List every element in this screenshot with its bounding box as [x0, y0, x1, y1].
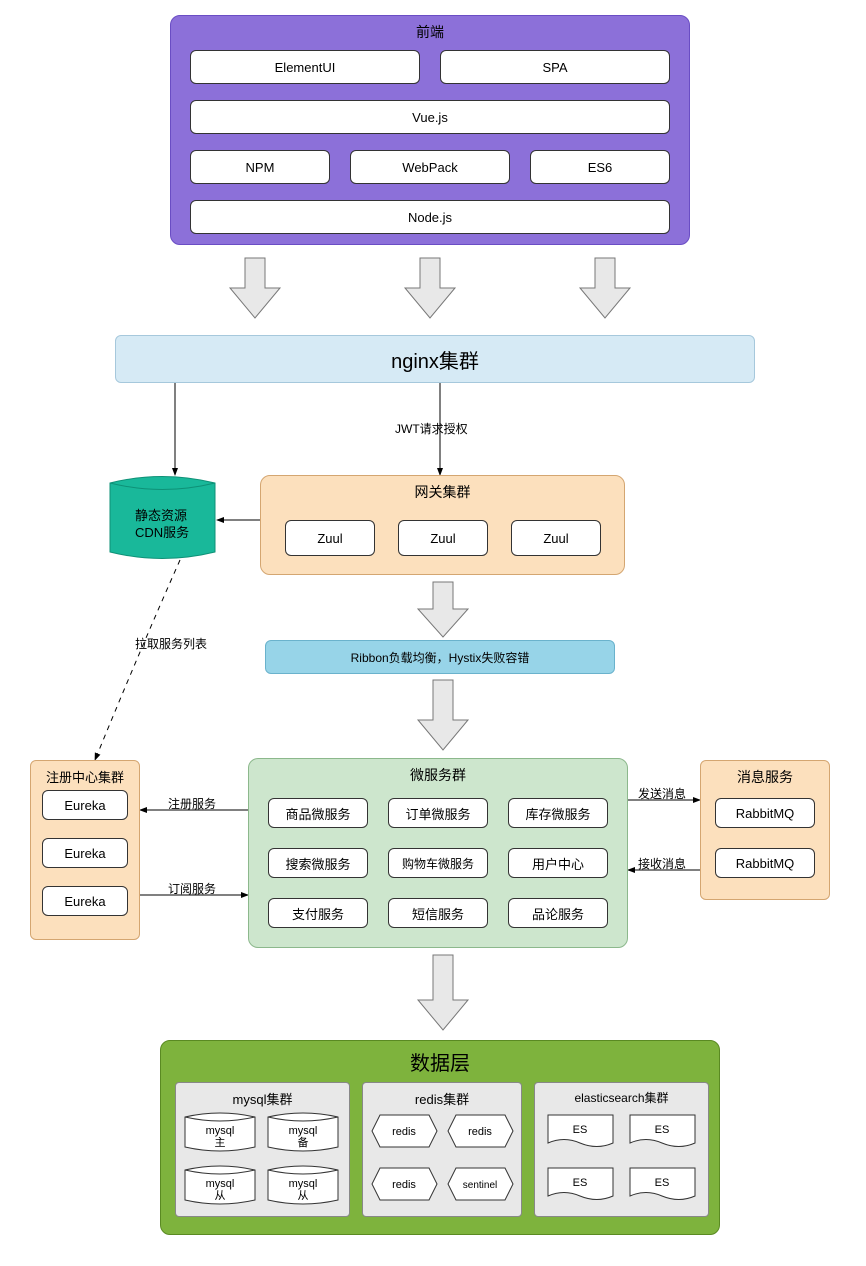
label-pull-service: 拉取服务列表 [135, 635, 207, 652]
registry-title: 注册中心集群 [31, 761, 139, 792]
ms-order: 订单微服务 [388, 798, 488, 828]
mysql-slave-2: mysql 从 [268, 1165, 338, 1205]
ms-cart: 购物车微服务 [388, 848, 488, 878]
svg-text:从: 从 [215, 1190, 226, 1202]
redis-2: redis [448, 1115, 513, 1147]
svg-text:redis: redis [468, 1126, 492, 1138]
svg-text:ES: ES [655, 1124, 670, 1136]
ms-search: 搜索微服务 [268, 848, 368, 878]
es-2: ES [630, 1115, 695, 1150]
svg-text:主: 主 [215, 1136, 226, 1149]
svg-text:mysql: mysql [206, 1178, 235, 1190]
svg-text:从: 从 [298, 1190, 309, 1202]
svg-text:mysql: mysql [289, 1125, 318, 1137]
ms-user: 用户中心 [508, 848, 608, 878]
es-3: ES [548, 1168, 613, 1203]
svg-text:mysql: mysql [206, 1125, 235, 1137]
mysql-master: mysql 主 [185, 1112, 255, 1152]
redis-1: redis [372, 1115, 437, 1147]
svg-text:ES: ES [573, 1124, 588, 1136]
arrow-micro-data [418, 955, 468, 1030]
arrow-ribbon-micro [418, 680, 468, 750]
es-title: elasticsearch集群 [535, 1083, 708, 1112]
data-layer-title: 数据层 [161, 1041, 719, 1082]
cdn-label2: CDN服务 [135, 522, 189, 541]
mysql-slave-1: mysql 从 [185, 1165, 255, 1205]
svg-text:ES: ES [573, 1177, 588, 1189]
zuul-1: Zuul [285, 520, 375, 556]
ms-product: 商品微服务 [268, 798, 368, 828]
mq-title: 消息服务 [701, 761, 829, 793]
ms-pay: 支付服务 [268, 898, 368, 928]
rabbitmq-1: RabbitMQ [715, 798, 815, 828]
label-recv-msg: 接收消息 [638, 855, 686, 872]
redis-title: redis集群 [363, 1083, 521, 1114]
es-1: ES [548, 1115, 613, 1150]
es-4: ES [630, 1168, 695, 1203]
rabbitmq-2: RabbitMQ [715, 848, 815, 878]
mq-cluster: 消息服务 [700, 760, 830, 900]
eureka-1: Eureka [42, 790, 128, 820]
ribbon-box: Ribbon负载均衡，Hystix失败容错 [265, 640, 615, 674]
ms-sms: 短信服务 [388, 898, 488, 928]
eureka-3: Eureka [42, 886, 128, 916]
ms-inventory: 库存微服务 [508, 798, 608, 828]
svg-text:备: 备 [298, 1135, 309, 1149]
label-register: 注册服务 [168, 795, 216, 812]
svg-text:ES: ES [655, 1177, 670, 1189]
eureka-2: Eureka [42, 838, 128, 868]
label-subscribe: 订阅服务 [168, 880, 216, 897]
microservices-title: 微服务群 [249, 759, 627, 791]
svg-text:redis: redis [392, 1126, 416, 1138]
redis-3: redis [372, 1168, 437, 1200]
svg-text:sentinel: sentinel [463, 1180, 497, 1191]
label-jwt: JWT请求授权 [395, 420, 468, 437]
label-send-msg: 发送消息 [638, 785, 686, 802]
ribbon-title: Ribbon负载均衡，Hystix失败容错 [351, 649, 530, 666]
svg-text:mysql: mysql [289, 1178, 318, 1190]
ms-comment: 品论服务 [508, 898, 608, 928]
zuul-3: Zuul [511, 520, 601, 556]
arrow-gateway-ribbon [418, 582, 468, 637]
sentinel: sentinel [448, 1168, 513, 1200]
zuul-2: Zuul [398, 520, 488, 556]
mysql-title: mysql集群 [176, 1083, 349, 1114]
svg-text:redis: redis [392, 1179, 416, 1191]
mysql-backup: mysql 备 [268, 1112, 338, 1152]
gateway-title: 网关集群 [261, 476, 624, 508]
